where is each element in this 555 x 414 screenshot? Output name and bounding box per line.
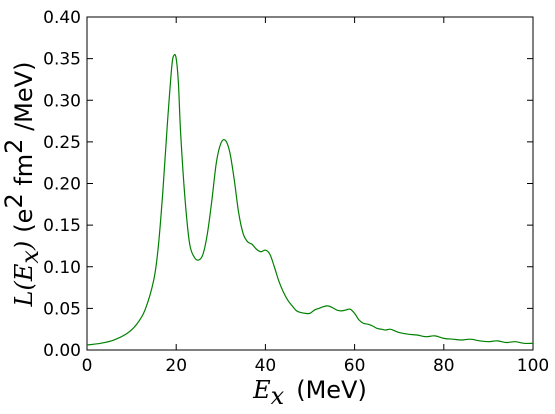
x-axis-label-symbol: E	[252, 376, 271, 404]
y-tick-label: 0.15	[43, 216, 81, 236]
series-group	[86, 53, 534, 346]
y-tick-label: 0.00	[43, 341, 81, 361]
x-axis-ticks: 0 20 40 60 80 100	[82, 17, 549, 376]
x-tick-label: 40	[255, 356, 277, 376]
x-axis-label-unit: (MeV)	[296, 376, 367, 404]
y-tick-label: 0.35	[43, 50, 81, 70]
y-tick-label: 0.40	[43, 8, 81, 28]
y-axis-label-close: )	[10, 241, 38, 251]
y-axis-label-sup-1: 2	[0, 193, 28, 208]
y-tick-label: 0.30	[43, 91, 81, 111]
x-tick-label: 60	[344, 356, 366, 376]
y-axis-label-subscript: x	[16, 250, 44, 264]
y-axis-label-sup-2: 2	[0, 139, 28, 154]
x-tick-label: 80	[433, 356, 455, 376]
y-axis-ticks: 0.00 0.05 0.10 0.15 0.20 0.25 0.30 0.35 0.40	[43, 8, 533, 361]
x-tick-label: 0	[82, 356, 93, 376]
y-tick-label: 0.10	[43, 258, 81, 278]
y-tick-label: 0.05	[43, 299, 81, 319]
y-axis-label: L(Ex)(e2 fm2 /MeV)	[0, 62, 44, 308]
y-tick-label: 0.20	[43, 175, 81, 195]
y-tick-label: 0.25	[43, 133, 81, 153]
y-axis-label-unit-end: /MeV)	[10, 62, 38, 139]
x-axis-label: Ex (MeV)	[252, 376, 367, 410]
plot-frame	[86, 16, 534, 351]
x-axis-label-subscript: x	[271, 382, 285, 410]
series-line-0	[86, 53, 534, 346]
y-axis-label-unit-mid: fm	[10, 154, 38, 193]
x-tick-label: 20	[165, 356, 187, 376]
x-tick-label: 100	[517, 356, 549, 376]
y-axis-label-unit-start: (e	[10, 209, 38, 233]
y-axis-label-symbol: L(E	[10, 263, 38, 307]
plot-area-frame	[86, 16, 534, 351]
